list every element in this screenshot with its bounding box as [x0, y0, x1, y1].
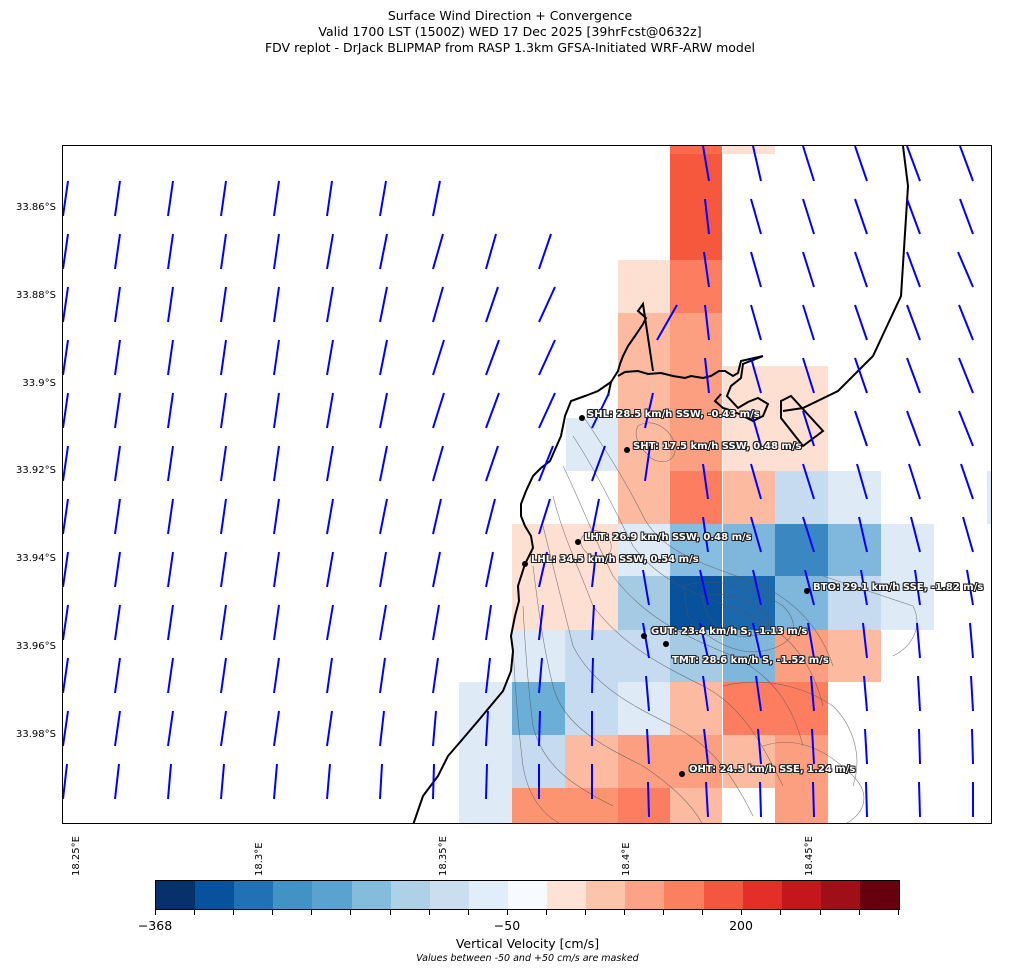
- colorbar-tick: [390, 910, 391, 915]
- colorbar-segment: [859, 881, 900, 909]
- vertical-velocity-cells: [459, 146, 991, 823]
- lon-tick-label: 18.3°E: [254, 842, 265, 876]
- colorbar-segment: [195, 881, 235, 909]
- lat-tick-label: 33.9°S: [22, 378, 56, 389]
- lat-tick-label: 33.88°S: [16, 290, 56, 301]
- station-marker-oht[interactable]: [679, 771, 685, 777]
- colorbar-tick: [898, 910, 899, 915]
- wind-arrows: [63, 146, 974, 818]
- colorbar-tick: [780, 910, 781, 915]
- colorbar-tick: [546, 910, 547, 915]
- title-line-3: FDV replot - DrJack BLIPMAP from RASP 1.…: [264, 40, 756, 55]
- colorbar-tick: [859, 910, 860, 915]
- colorbar-segment: [273, 881, 313, 909]
- station-marker-sht[interactable]: [624, 447, 630, 453]
- title-line-1: Surface Wind Direction + Convergence: [387, 8, 633, 23]
- colorbar-segment: [507, 881, 548, 909]
- colorbar-tick: [741, 910, 742, 915]
- lon-tick-label: 18.45°E: [804, 836, 815, 876]
- colorbar-tick: [663, 910, 664, 915]
- station-label-shl: SHL: 28.5 km/h SSW, -0.43 m/s: [587, 409, 760, 420]
- colorbar-segment: [625, 881, 665, 909]
- colorbar-tick: [311, 910, 312, 915]
- colorbar-tick-label: 200: [729, 918, 753, 933]
- title-line-2: Valid 1700 LST (1500Z) WED 17 Dec 2025 […: [318, 24, 702, 39]
- colorbar-tick: [624, 910, 625, 915]
- station-label-tmt: TMT: 28.6 km/h S, -1.52 m/s: [672, 655, 829, 666]
- station-marker-lhl[interactable]: [522, 561, 528, 567]
- colorbar-tick: [507, 910, 508, 915]
- lat-tick-label: 33.96°S: [16, 641, 56, 652]
- lon-tick-label: 18.35°E: [438, 836, 449, 876]
- station-marker-lht[interactable]: [575, 539, 581, 545]
- lon-tick-label: 18.4°E: [621, 842, 632, 876]
- colorbar-segment: [703, 881, 743, 909]
- lat-tick-label: 33.92°S: [16, 465, 56, 476]
- colorbar-segment: [390, 881, 430, 909]
- colorbar: [155, 880, 900, 910]
- colorbar-tick: [702, 910, 703, 915]
- colorbar-tick: [272, 910, 273, 915]
- colorbar-segment: [312, 881, 352, 909]
- colorbar-segment: [156, 881, 196, 909]
- colorbar-tick-label: −50: [493, 918, 521, 933]
- colorbar-segment: [664, 881, 704, 909]
- colorbar-tick: [468, 910, 469, 915]
- station-marker-tmt[interactable]: [663, 641, 669, 647]
- lat-tick-label: 33.98°S: [16, 729, 56, 740]
- station-marker-gut[interactable]: [641, 633, 647, 639]
- colorbar-tick: [820, 910, 821, 915]
- lon-tick-label: 18.25°E: [71, 836, 82, 876]
- colorbar-segment: [742, 881, 782, 909]
- station-label-bto: BTO: 29.1 km/h SSE, -1.82 m/s: [813, 582, 984, 593]
- colorbar-segment: [820, 881, 860, 909]
- station-label-lht: LHT: 26.9 km/h SSW, 0.48 m/s: [584, 532, 752, 543]
- wind-arrow-grid-east: [642, 146, 974, 818]
- station-marker-bto[interactable]: [804, 588, 810, 594]
- colorbar-segment: [781, 881, 821, 909]
- colorbar-mask-note: Values between -50 and +50 cm/s are mask…: [416, 953, 639, 964]
- colorbar-segment: [351, 881, 391, 909]
- station-label-lhl: LHL: 34.5 km/h SSW, 0.54 m/s: [531, 554, 699, 565]
- station-label-oht: OHT: 24.5 km/h SSE, 1.24 m/s: [689, 764, 856, 775]
- colorbar-tick: [585, 910, 586, 915]
- wind-arrow-grid-west: [63, 180, 654, 800]
- colorbar-tick: [350, 910, 351, 915]
- station-label-sht: SHT: 17.5 km/h SSW, 0.48 m/s: [633, 441, 802, 452]
- colorbar-tick: [233, 910, 234, 915]
- colorbar-tick-label: −368: [137, 918, 173, 933]
- colorbar-title: Vertical Velocity [cm/s]: [455, 936, 600, 951]
- colorbar-segment: [586, 881, 626, 909]
- chart-title: Surface Wind Direction + Convergence Val…: [0, 8, 1011, 56]
- colorbar-tick: [429, 910, 430, 915]
- colorbar-segment: [234, 881, 274, 909]
- lat-tick-label: 33.94°S: [16, 553, 56, 564]
- colorbar-segment: [547, 881, 587, 909]
- lat-tick-label: 33.86°S: [16, 202, 56, 213]
- station-marker-shl[interactable]: [579, 415, 585, 421]
- colorbar-segment: [468, 881, 508, 909]
- station-label-gut: GUT: 23.4 km/h S, -1.13 m/s: [651, 626, 808, 637]
- colorbar-segment: [429, 881, 469, 909]
- colorbar-tick: [194, 910, 195, 915]
- colorbar-tick: [155, 910, 156, 915]
- map-plot-area[interactable]: SHL: 28.5 km/h SSW, -0.43 m/s SHT: 17.5 …: [62, 145, 992, 824]
- map-canvas: [63, 146, 991, 823]
